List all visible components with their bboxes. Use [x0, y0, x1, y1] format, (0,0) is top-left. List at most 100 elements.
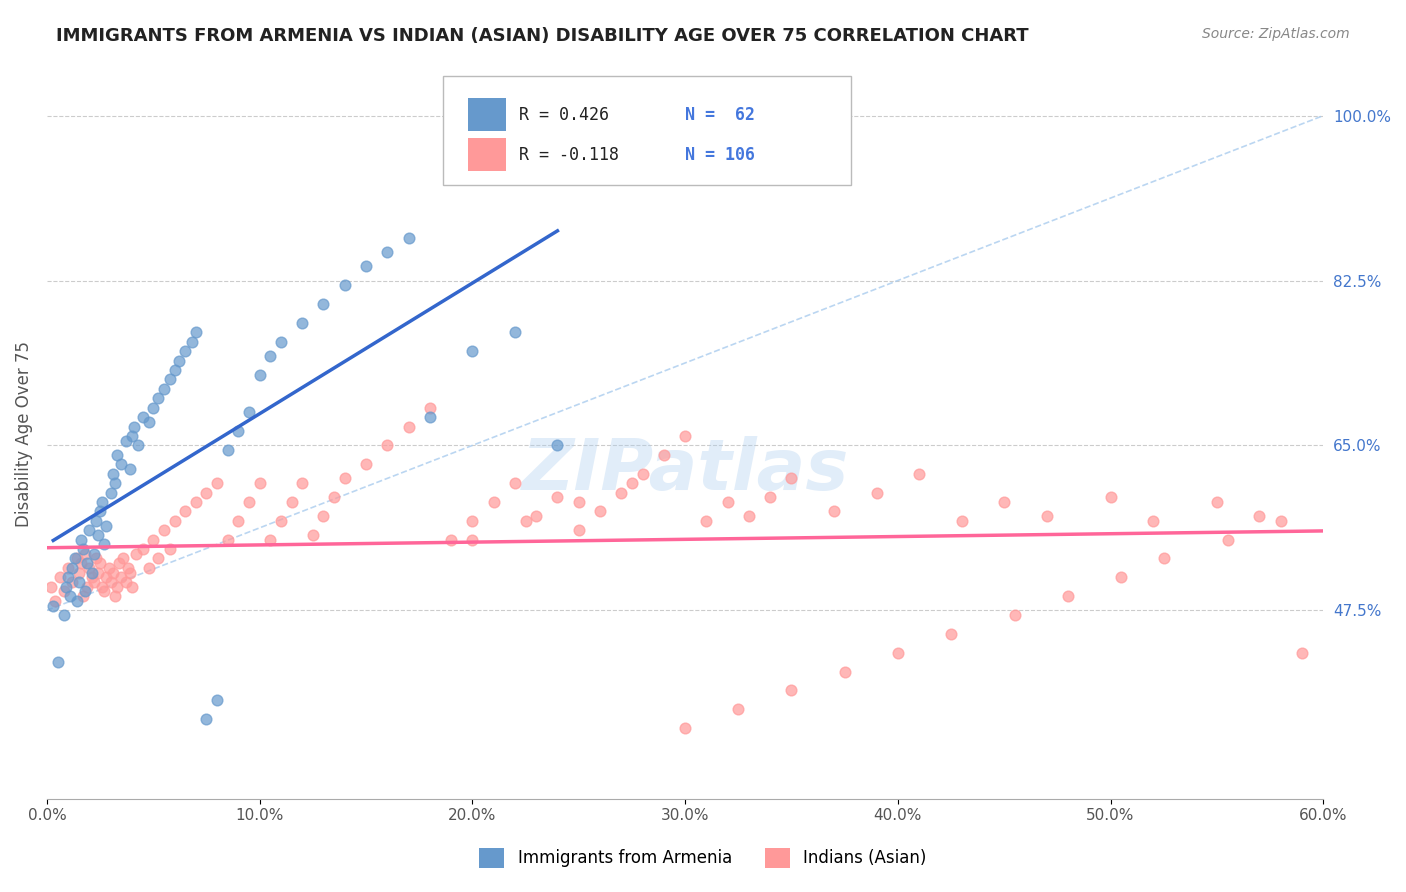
Point — [108, 556, 131, 570]
Point — [1057, 589, 1080, 603]
Point — [1216, 533, 1239, 547]
Point — [717, 495, 740, 509]
Point — [419, 401, 441, 415]
Point — [823, 504, 845, 518]
Point — [117, 561, 139, 575]
Point — [93, 537, 115, 551]
Point — [138, 415, 160, 429]
Point — [131, 542, 153, 557]
Point — [114, 434, 136, 448]
Point — [865, 485, 887, 500]
Point — [673, 721, 696, 735]
Text: N =  62: N = 62 — [685, 105, 755, 123]
Point — [118, 566, 141, 580]
Point — [1142, 514, 1164, 528]
Point — [834, 665, 856, 679]
Point — [105, 580, 128, 594]
Point — [75, 547, 97, 561]
Point — [354, 457, 377, 471]
Point — [87, 566, 110, 580]
Point — [52, 607, 75, 622]
Point — [72, 542, 94, 557]
Point — [270, 334, 292, 349]
Point — [375, 245, 398, 260]
Point — [110, 457, 132, 471]
Point — [503, 476, 526, 491]
Point — [72, 589, 94, 603]
Point — [59, 589, 82, 603]
Point — [105, 448, 128, 462]
Point — [780, 471, 803, 485]
Point — [100, 575, 122, 590]
Point — [610, 485, 633, 500]
Point — [167, 353, 190, 368]
Point — [205, 476, 228, 491]
Point — [104, 589, 127, 603]
Point — [131, 410, 153, 425]
Point — [354, 260, 377, 274]
Point — [63, 551, 86, 566]
Point — [312, 297, 335, 311]
Point — [84, 514, 107, 528]
Point — [46, 655, 69, 669]
Point — [142, 533, 165, 547]
Text: R = -0.118: R = -0.118 — [519, 145, 619, 164]
Point — [333, 278, 356, 293]
Point — [398, 419, 420, 434]
Point — [631, 467, 654, 481]
Point — [163, 363, 186, 377]
Point — [42, 599, 65, 613]
Y-axis label: Disability Age Over 75: Disability Age Over 75 — [15, 341, 32, 526]
Point — [546, 438, 568, 452]
Point — [461, 533, 484, 547]
Point — [70, 533, 93, 547]
Point — [110, 570, 132, 584]
Point — [568, 523, 591, 537]
Point — [515, 514, 537, 528]
Point — [228, 514, 250, 528]
Point — [80, 570, 103, 584]
Point — [52, 584, 75, 599]
Point — [87, 528, 110, 542]
Text: IMMIGRANTS FROM ARMENIA VS INDIAN (ASIAN) DISABILITY AGE OVER 75 CORRELATION CHA: IMMIGRANTS FROM ARMENIA VS INDIAN (ASIAN… — [56, 27, 1029, 45]
Point — [84, 551, 107, 566]
Point — [887, 646, 910, 660]
Point — [1035, 509, 1057, 524]
Point — [184, 326, 207, 340]
Point — [75, 584, 97, 599]
Point — [280, 495, 302, 509]
Point — [568, 495, 591, 509]
Point — [142, 401, 165, 415]
Point — [121, 580, 143, 594]
Point — [652, 448, 675, 462]
Point — [312, 509, 335, 524]
Point — [1291, 646, 1313, 660]
Point — [39, 580, 62, 594]
Point — [461, 344, 484, 359]
Point — [159, 372, 181, 386]
Bar — [468, 138, 506, 170]
Point — [146, 392, 169, 406]
Point — [184, 495, 207, 509]
Point — [163, 514, 186, 528]
Point — [125, 547, 148, 561]
Point — [738, 509, 761, 524]
Text: Source: ZipAtlas.com: Source: ZipAtlas.com — [1202, 27, 1350, 41]
Point — [461, 514, 484, 528]
Point — [67, 575, 90, 590]
Point — [76, 580, 98, 594]
Point — [695, 514, 717, 528]
Point — [1249, 509, 1271, 524]
Point — [101, 566, 124, 580]
Point — [503, 326, 526, 340]
Point — [291, 316, 314, 330]
Point — [122, 419, 145, 434]
Point — [153, 523, 176, 537]
Legend: Immigrants from Armenia, Indians (Asian): Immigrants from Armenia, Indians (Asian) — [472, 841, 934, 875]
Point — [79, 561, 101, 575]
Point — [104, 476, 127, 491]
Point — [83, 547, 105, 561]
Point — [419, 410, 441, 425]
FancyBboxPatch shape — [443, 76, 851, 186]
Point — [950, 514, 973, 528]
